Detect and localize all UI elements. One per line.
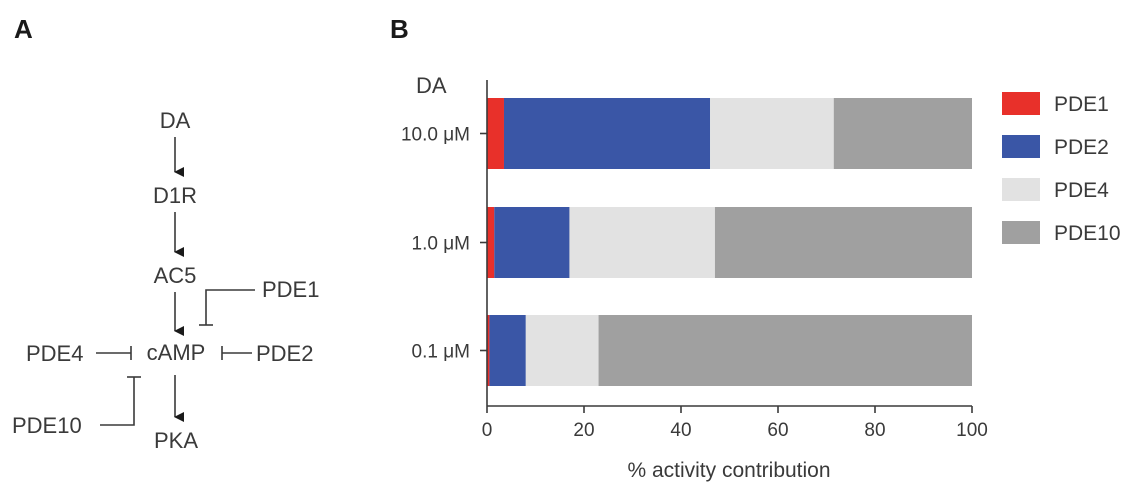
stacked-bar-chart: DA 10.0 μM 1.0 μM 0.1 μM 0 20 40 60 80 100 % ac…	[401, 73, 1121, 482]
x-tick-label-1: 20	[573, 420, 594, 441]
category-label-1: 1.0 μM	[412, 234, 470, 255]
bar-pde2-0	[503, 98, 711, 169]
bars	[487, 98, 972, 386]
bar-pde10-0	[833, 98, 972, 169]
bar-pde2-2	[489, 315, 526, 386]
node-ac5: AC5	[154, 263, 197, 288]
node-pde2: PDE2	[256, 341, 313, 366]
bar-pde10-2	[598, 315, 972, 386]
bar-pde4-0	[710, 98, 834, 169]
node-pde1: PDE1	[262, 277, 319, 302]
pathway-diagram: DA D1R AC5 cAMP PKA PDE1 PDE2 PDE4 PDE10	[12, 108, 319, 453]
node-d1r: D1R	[153, 183, 197, 208]
x-tick-label-4: 80	[864, 420, 885, 441]
category-title: DA	[416, 73, 447, 98]
legend-swatch-pde10	[1002, 221, 1040, 244]
bar-pde1-1	[487, 207, 495, 278]
legend: PDE1 PDE2 PDE4 PDE10	[1002, 92, 1121, 245]
category-label-2: 0.1 μM	[412, 342, 470, 363]
node-camp: cAMP	[147, 340, 206, 365]
x-axis-label: % activity contribution	[627, 459, 830, 482]
bar-pde4-2	[525, 315, 599, 386]
legend-label-pde1: PDE1	[1054, 93, 1109, 116]
legend-label-pde4: PDE4	[1054, 179, 1109, 202]
inhibit-pde1	[205, 289, 255, 325]
x-axis: 0 20 40 60 80 100	[482, 80, 988, 441]
bar-pde10-1	[714, 207, 972, 278]
legend-swatch-pde1	[1002, 92, 1040, 115]
panel-b-label: B	[390, 14, 409, 44]
legend-label-pde2: PDE2	[1054, 136, 1109, 159]
x-tick-label-3: 60	[767, 420, 788, 441]
category-label-0: 10.0 μM	[401, 125, 470, 146]
bar-pde2-1	[494, 207, 570, 278]
category-labels: 10.0 μM 1.0 μM 0.1 μM	[401, 125, 487, 363]
node-pka: PKA	[154, 428, 198, 453]
legend-swatch-pde2	[1002, 135, 1040, 158]
bar-pde1-2	[487, 315, 490, 386]
panel-a-label: A	[14, 14, 33, 44]
legend-swatch-pde4	[1002, 178, 1040, 201]
bar-pde4-1	[569, 207, 715, 278]
x-tick-label-2: 40	[670, 420, 691, 441]
x-tick-label-0: 0	[482, 420, 493, 441]
node-pde4: PDE4	[26, 341, 83, 366]
x-tick-label-5: 100	[956, 420, 988, 441]
inhibit-pde10	[100, 377, 135, 426]
node-da: DA	[160, 108, 191, 133]
bar-pde1-0	[487, 98, 504, 169]
legend-label-pde10: PDE10	[1054, 222, 1121, 245]
node-pde10: PDE10	[12, 413, 82, 438]
